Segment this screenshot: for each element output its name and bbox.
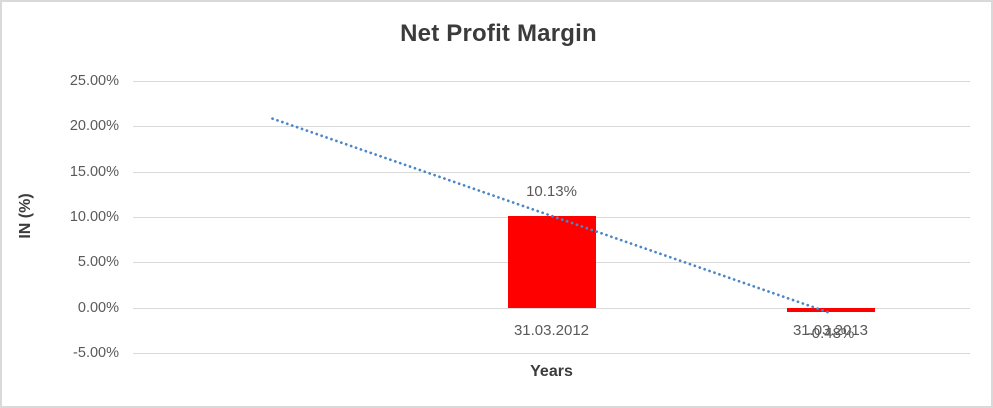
chart-title: Net Profit Margin (400, 20, 597, 47)
gridline (133, 81, 970, 82)
y-tick-label: 15.00% (69, 164, 119, 180)
y-axis-title: IN (%) (17, 193, 34, 239)
category-label: 31.03.2013 (792, 322, 869, 339)
bar (786, 307, 875, 312)
y-tick-label: 0.00% (77, 300, 119, 316)
gridline (133, 126, 970, 127)
x-axis-title: Years (530, 363, 573, 380)
y-tick-label: 20.00% (69, 118, 119, 134)
gridline (133, 172, 970, 173)
category-label: 31.03.2012 (513, 322, 590, 339)
gridline (133, 353, 970, 354)
y-tick-label: 25.00% (69, 73, 119, 89)
y-tick-label: -5.00% (73, 345, 119, 361)
y-tick-label: 10.00% (69, 209, 119, 225)
value-label: -0.48% (806, 325, 855, 343)
y-tick-label: 5.00% (77, 254, 119, 270)
value-label: 10.13% (526, 182, 577, 200)
bar (507, 215, 596, 308)
